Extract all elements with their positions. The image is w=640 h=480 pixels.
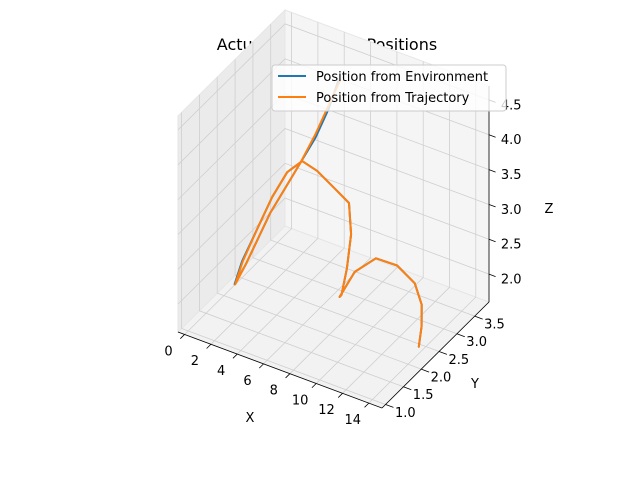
z-tick-label: 3.5 — [501, 168, 522, 183]
z-axis-label: Z — [545, 202, 554, 217]
y-grid-line — [234, 59, 440, 352]
z-tick-label: 2.0 — [501, 273, 522, 288]
y-axis-label: Y — [470, 377, 479, 392]
z-tick-mark — [488, 273, 496, 277]
z-tick-mark — [488, 204, 496, 208]
z-tick-label: 2.5 — [501, 238, 522, 253]
y-tick-mark — [421, 368, 430, 373]
y-tick-mark — [474, 315, 483, 320]
y-tick-mark — [403, 386, 412, 391]
y-grid-line — [252, 41, 458, 335]
y-tick-mark — [456, 333, 465, 338]
y-tick-label: 1.0 — [395, 406, 416, 421]
z-grid-line — [177, 162, 490, 270]
z-tick-label: 4.0 — [501, 133, 522, 148]
series-layer — [233, 79, 423, 348]
z-tick-mark — [488, 238, 496, 243]
legend-label-environment: Position from Environment — [316, 70, 488, 85]
x-tick-mark — [232, 353, 238, 359]
y-tick-mark — [385, 404, 394, 408]
x-tick-label: 14 — [345, 413, 362, 428]
x-tick-label: 8 — [270, 384, 278, 399]
x-axis-line — [177, 331, 383, 409]
x-grid-line — [289, 51, 398, 374]
x-axis-label: X — [246, 411, 255, 426]
z-grid-line — [177, 128, 490, 235]
x-tick-mark — [285, 373, 291, 379]
x-tick-mark — [258, 363, 264, 369]
x-tick-mark — [364, 402, 370, 408]
y-tick-label: 1.5 — [413, 388, 434, 403]
x-tick-mark — [311, 383, 317, 389]
y-grid-line — [270, 24, 475, 317]
x-tick-label: 0 — [164, 344, 172, 359]
y-tick-label: 3.5 — [484, 317, 505, 332]
x-tick-mark — [337, 393, 343, 398]
x-grid-line — [368, 81, 477, 404]
x-grid-line — [263, 41, 371, 365]
y-tick-mark — [438, 351, 448, 355]
y-axis-line — [381, 301, 490, 409]
z-tick-mark — [488, 169, 496, 173]
legend-label-trajectory: Position from Trajectory — [316, 91, 470, 106]
y-grid-line — [198, 94, 404, 388]
z-tick-mark — [488, 134, 496, 138]
x-tick-label: 6 — [243, 374, 251, 389]
y-tick-label: 3.0 — [466, 335, 487, 350]
z-grid-line — [177, 197, 490, 305]
x-tick-label: 12 — [318, 403, 335, 418]
x-tick-mark — [180, 334, 185, 339]
x-tick-mark — [206, 343, 212, 349]
y-grid-line — [181, 112, 386, 405]
x-grid-line — [342, 71, 450, 394]
legend-box — [271, 64, 507, 112]
axis-panes — [177, 8, 490, 409]
x-tick-label: 10 — [292, 393, 309, 408]
x-grid-line — [315, 61, 424, 384]
series-line-trajectory — [234, 80, 423, 348]
y-tick-label: 2.0 — [431, 370, 452, 385]
y-grid-line — [216, 77, 422, 370]
y-tick-label: 2.5 — [448, 353, 469, 368]
x-tick-label: 2 — [191, 354, 199, 369]
legend: Position from Environment Position from … — [271, 64, 507, 112]
x-tick-label: 4 — [217, 364, 225, 379]
z-tick-label: 3.0 — [501, 203, 522, 218]
